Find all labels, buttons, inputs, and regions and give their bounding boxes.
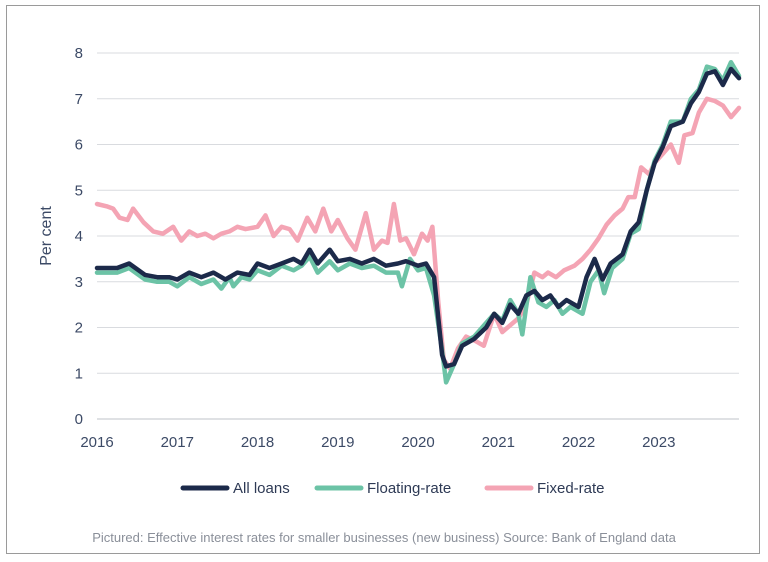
series-line-all-loans — [94, 66, 742, 369]
legend-label-all-loans: All loans — [233, 480, 290, 497]
series-line-fixed-rate — [94, 96, 742, 371]
x-tick-label: 2020 — [401, 434, 434, 451]
y-tick-label: 3 — [75, 274, 83, 291]
x-tick-label: 2023 — [642, 434, 675, 451]
x-tick-label: 2019 — [321, 434, 354, 451]
y-tick-label: 8 — [75, 45, 83, 62]
x-tick-label: 2016 — [80, 434, 113, 451]
y-tick-label: 6 — [75, 137, 83, 154]
y-tick-label: 0 — [75, 411, 83, 428]
y-tick-label: 7 — [75, 91, 83, 108]
y-tick-label: 1 — [75, 365, 83, 382]
y-tick-label: 4 — [75, 228, 83, 245]
x-tick-label: 2018 — [241, 434, 274, 451]
x-tick-labels: 2016 2017 2018 2019 2020 2021 2022 2023 — [80, 434, 675, 451]
series-line-floating-rate — [94, 59, 742, 385]
legend-label-fixed-rate: Fixed-rate — [537, 480, 605, 497]
series-lines — [94, 59, 742, 385]
y-axis-label: Per cent — [38, 206, 55, 266]
x-tick-label: 2022 — [562, 434, 595, 451]
chart-caption: Pictured: Effective interest rates for s… — [92, 530, 676, 545]
legend-label-floating-rate: Floating-rate — [367, 480, 451, 497]
y-tick-label: 2 — [75, 320, 83, 337]
x-tick-label: 2017 — [161, 434, 194, 451]
y-tick-label: 5 — [75, 182, 83, 199]
legend: All loans Floating-rate Fixed-rate — [180, 480, 605, 497]
y-tick-labels: 0 1 2 3 4 5 6 7 8 — [75, 45, 83, 428]
x-tick-label: 2021 — [482, 434, 515, 451]
